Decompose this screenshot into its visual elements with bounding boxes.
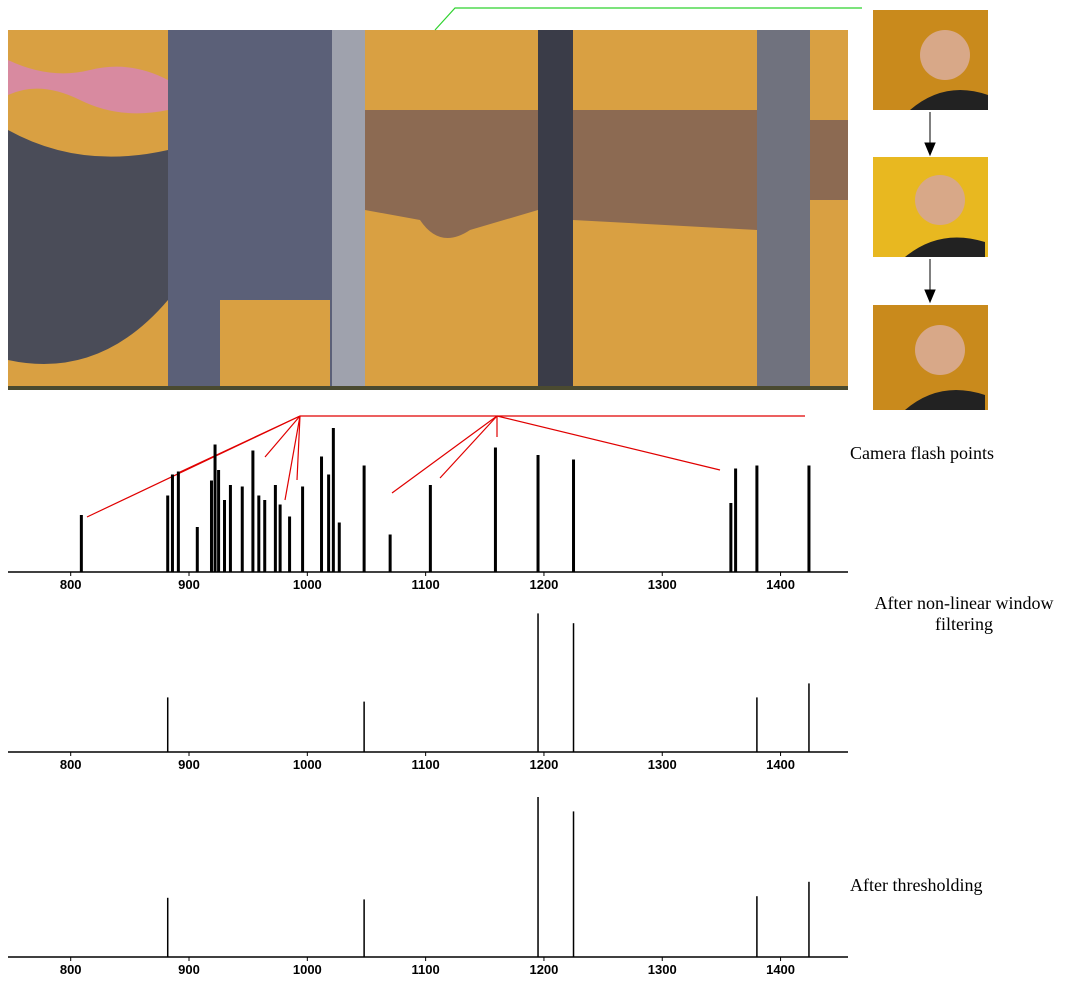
x-tick-label: 1000 (293, 962, 322, 977)
x-tick-label: 1300 (648, 962, 677, 977)
spike (429, 485, 432, 572)
spike (537, 613, 539, 752)
spike (241, 487, 244, 573)
panel-caption: Camera flash points (850, 443, 994, 464)
spike (338, 523, 341, 573)
thumbnail (873, 305, 988, 410)
spike (274, 485, 277, 572)
x-tick-label: 900 (178, 757, 200, 772)
x-tick-label: 1300 (648, 757, 677, 772)
x-tick-label: 1200 (529, 757, 558, 772)
panel-caption: After non-linear window filtering (846, 593, 1082, 635)
panel-caption: After thresholding (850, 875, 982, 896)
spike (572, 460, 575, 573)
spike (756, 697, 758, 752)
spike (332, 428, 335, 572)
spike (217, 470, 220, 572)
spike (494, 448, 497, 573)
x-tick-label: 1100 (412, 962, 440, 977)
spike (537, 455, 540, 572)
spike (327, 475, 330, 573)
x-tick-label: 900 (178, 962, 200, 977)
spike (257, 496, 260, 573)
spike (196, 527, 199, 572)
x-tick-label: 1100 (412, 577, 440, 592)
frame-thumbnails (873, 10, 988, 410)
x-tick-label: 900 (178, 577, 200, 592)
spike (573, 623, 575, 752)
x-tick-label: 1400 (766, 757, 795, 772)
spike (167, 697, 169, 752)
thumbnail (873, 157, 988, 257)
spike (214, 445, 217, 573)
spike (223, 500, 226, 572)
x-tick-label: 1100 (412, 757, 440, 772)
spike (734, 469, 737, 573)
x-tick-label: 1300 (648, 577, 677, 592)
x-tick-label: 1000 (293, 577, 322, 592)
x-tick-label: 1200 (529, 962, 558, 977)
spike (80, 515, 83, 572)
spike (363, 899, 365, 957)
spike (177, 472, 180, 573)
x-tick-label: 800 (60, 757, 82, 772)
spike (389, 535, 392, 573)
spike (537, 797, 539, 957)
spike (808, 683, 810, 752)
video-slice-image (8, 30, 848, 390)
x-tick-label: 800 (60, 577, 82, 592)
spike (279, 505, 282, 573)
spike (171, 475, 174, 573)
spike (301, 487, 304, 573)
spike (363, 466, 366, 573)
spike (167, 898, 169, 957)
spike (756, 896, 758, 957)
spike (166, 496, 169, 573)
spike (807, 466, 810, 573)
spike (288, 517, 291, 573)
x-tick-label: 800 (60, 962, 82, 977)
figure-canvas: 800 900 1000 1100 1200 1300 1400 800 900 1000 1100… (0, 0, 1082, 990)
spike (363, 702, 365, 752)
spike (573, 811, 575, 957)
spike (210, 481, 213, 573)
spike (755, 466, 758, 573)
thumbnail (873, 10, 988, 110)
spike (808, 882, 810, 957)
x-tick-label: 1200 (529, 577, 558, 592)
spike (729, 503, 732, 572)
x-tick-label: 1000 (293, 757, 322, 772)
x-tick-label: 1400 (766, 962, 795, 977)
spike (229, 485, 232, 572)
spike (320, 457, 323, 573)
spike (251, 451, 254, 573)
figure: 800 900 1000 1100 1200 1300 1400 800 900 1000 1100… (0, 0, 1082, 990)
x-tick-label: 1400 (766, 577, 795, 592)
spike (263, 500, 266, 572)
